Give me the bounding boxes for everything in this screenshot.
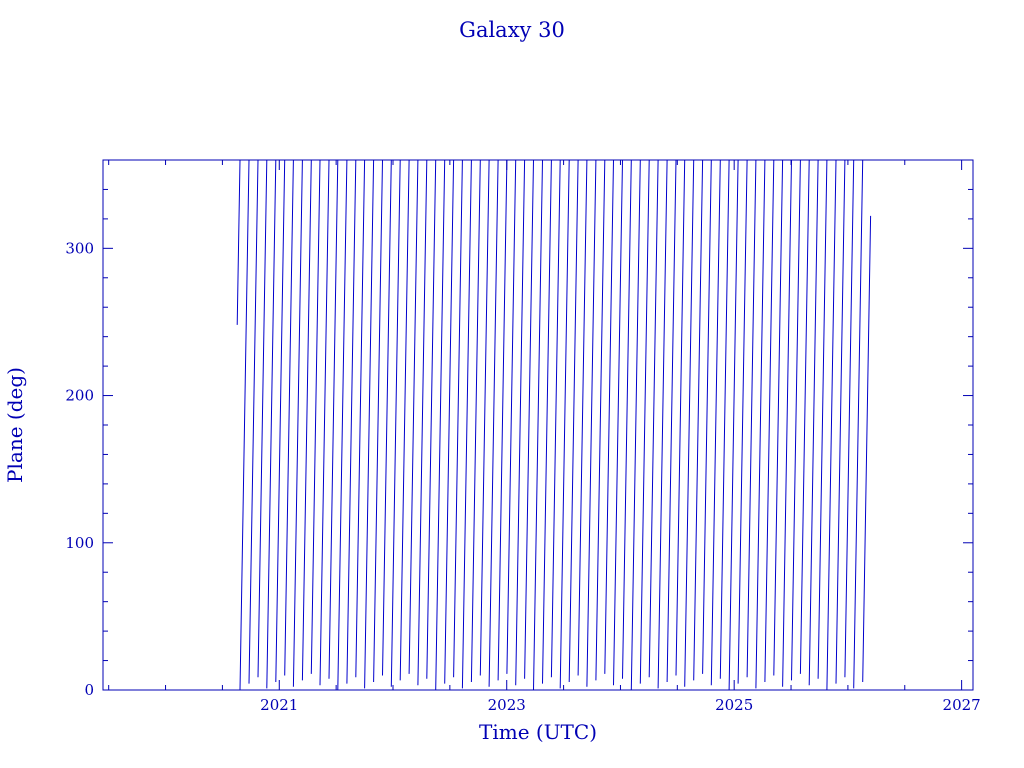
x-tick-label: 2023 [488, 696, 526, 714]
y-tick-label: 200 [65, 387, 94, 405]
series-line [236, 159, 872, 691]
x-axis-label: Time (UTC) [479, 720, 597, 744]
y-axis-label: Plane (deg) [3, 367, 27, 483]
plot-area [236, 159, 872, 691]
x-tick-label: 2021 [260, 696, 298, 714]
y-tick-label: 0 [84, 681, 94, 699]
y-tick-label: 300 [65, 239, 94, 257]
chart-title: Galaxy 30 [459, 18, 565, 42]
x-tick-label: 2025 [715, 696, 753, 714]
x-axis: 2021 2023 2025 2027 [108, 160, 981, 714]
y-tick-label: 100 [65, 534, 94, 552]
y-axis: 0 100 200 300 [65, 159, 973, 699]
x-tick-label: 2027 [943, 696, 981, 714]
